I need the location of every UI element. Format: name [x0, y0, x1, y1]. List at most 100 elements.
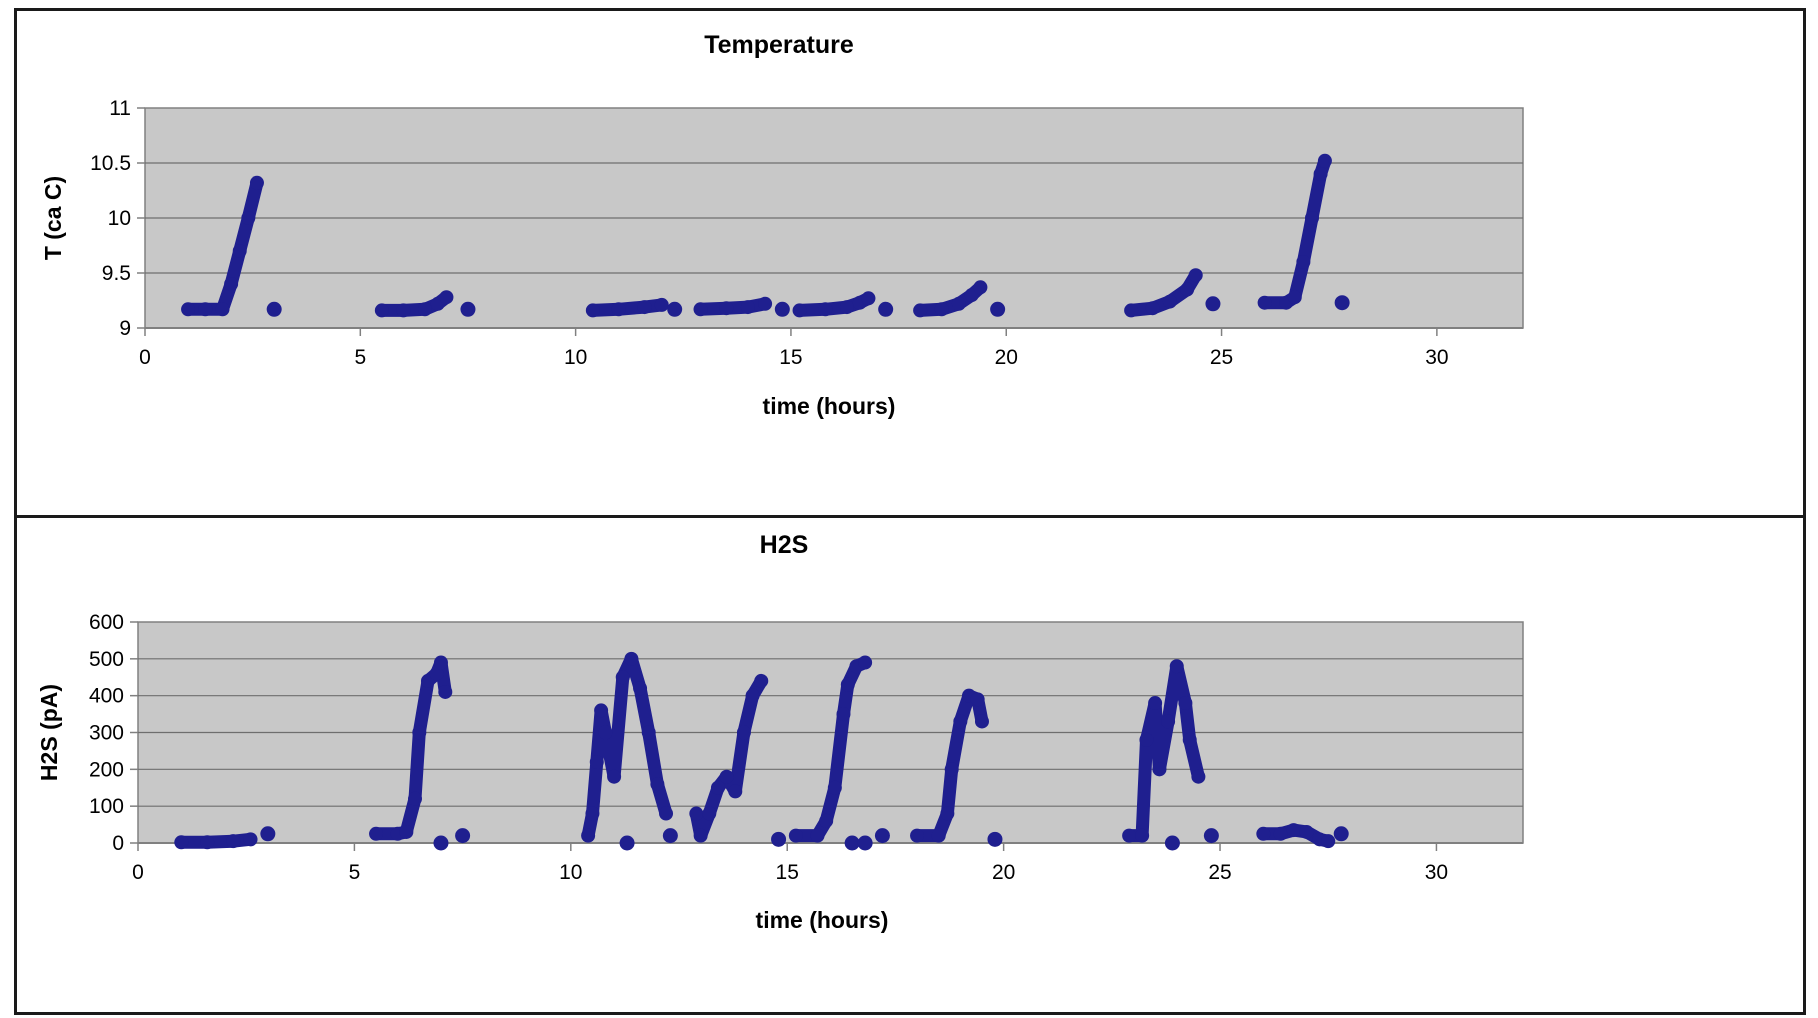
- data-point: [215, 302, 230, 317]
- data-point: [1135, 828, 1150, 843]
- x-tick-label: 20: [995, 346, 1018, 369]
- data-point: [874, 828, 890, 844]
- x-tick-label: 5: [349, 861, 361, 884]
- data-point: [249, 175, 264, 190]
- data-point: [710, 780, 725, 795]
- data-point: [1152, 762, 1167, 777]
- data-point: [412, 725, 427, 740]
- data-point: [1333, 826, 1349, 842]
- data-point: [607, 769, 622, 784]
- data-run: [1122, 659, 1205, 843]
- x-tick-label: 15: [776, 861, 799, 884]
- data-point: [934, 302, 949, 317]
- x-tick-label: 10: [559, 861, 582, 884]
- data-point: [861, 291, 876, 306]
- data-run: [174, 832, 257, 849]
- data-point: [243, 832, 258, 847]
- data-point: [771, 831, 787, 847]
- data-point: [1256, 826, 1271, 841]
- data-point: [953, 714, 968, 729]
- y-tick-label: 300: [89, 722, 124, 745]
- data-point: [740, 300, 755, 315]
- y-tick-label: 0: [112, 832, 124, 855]
- data-point: [788, 828, 803, 843]
- data-run: [586, 298, 669, 317]
- data-point: [374, 303, 389, 318]
- data-point: [973, 280, 988, 295]
- data-point: [232, 244, 247, 258]
- data-point: [1287, 290, 1302, 305]
- data-point: [1257, 295, 1272, 310]
- data-point: [974, 714, 989, 729]
- data-point: [1148, 696, 1163, 711]
- data-point: [1296, 255, 1311, 269]
- data-point: [840, 677, 855, 692]
- data-point: [836, 707, 851, 722]
- data-point: [662, 828, 678, 844]
- y-tick-label: 10: [108, 207, 131, 230]
- data-point: [1273, 826, 1288, 841]
- data-point: [736, 725, 751, 740]
- data-point: [659, 806, 674, 821]
- data-series: [174, 651, 1349, 851]
- y-tick-label: 100: [89, 795, 124, 818]
- data-point: [637, 300, 652, 315]
- data-point: [990, 301, 1006, 317]
- data-point: [754, 673, 769, 688]
- x-axis-label: time (hours): [756, 907, 889, 933]
- data-point: [810, 828, 825, 843]
- data-point: [633, 681, 648, 696]
- y-tick-label: 600: [89, 611, 124, 634]
- data-point: [226, 834, 241, 849]
- y-tick-label: 11: [109, 97, 131, 120]
- data-point: [858, 655, 873, 670]
- data-point: [987, 831, 1003, 847]
- x-tick-label: 15: [779, 346, 802, 369]
- data-point: [460, 301, 476, 317]
- data-point: [396, 303, 411, 318]
- data-run: [694, 297, 772, 316]
- data-point: [818, 302, 833, 317]
- data-point: [844, 835, 860, 851]
- data-point: [774, 301, 790, 317]
- data-point: [581, 828, 596, 843]
- data-point: [260, 826, 276, 842]
- data-point: [585, 303, 600, 318]
- data-point: [839, 300, 854, 315]
- data-point: [174, 835, 189, 850]
- data-point: [429, 666, 444, 681]
- data-point: [827, 780, 842, 795]
- data-point: [745, 688, 760, 703]
- data-point: [931, 828, 946, 843]
- h2s-chart: 0 100 200 300 400 500 600 0 5 10 15 20 25 30 H2S time (…: [36, 531, 1524, 933]
- data-point: [719, 301, 734, 316]
- data-point: [1122, 828, 1137, 843]
- data-point: [439, 290, 454, 305]
- y-tick-label: 400: [89, 685, 124, 708]
- data-point: [598, 725, 613, 740]
- data-point: [689, 806, 704, 821]
- data-point: [667, 301, 683, 317]
- data-point: [1317, 153, 1332, 168]
- data-point: [1203, 828, 1219, 844]
- chart-title: Temperature: [704, 31, 854, 59]
- data-point: [1313, 167, 1328, 181]
- data-point: [200, 835, 215, 850]
- data-point: [693, 828, 708, 843]
- temperature-chart-panel: 9 9.5 10 10.5 11 0 5 10 15 20 25 30 Temperature time …: [14, 8, 1806, 518]
- data-point: [624, 651, 639, 666]
- data-point: [913, 303, 928, 318]
- data-point: [433, 655, 448, 670]
- data-point: [1188, 268, 1203, 283]
- data-point: [1286, 823, 1301, 838]
- data-point: [181, 302, 196, 317]
- data-point: [693, 302, 708, 317]
- data-series: [181, 153, 1350, 318]
- x-tick-label: 30: [1425, 346, 1448, 369]
- data-point: [1178, 696, 1193, 711]
- data-point: [585, 806, 600, 821]
- data-point: [1124, 303, 1139, 318]
- y-tick-label: 10.5: [90, 152, 131, 175]
- data-point: [654, 297, 669, 312]
- data-point: [589, 754, 604, 769]
